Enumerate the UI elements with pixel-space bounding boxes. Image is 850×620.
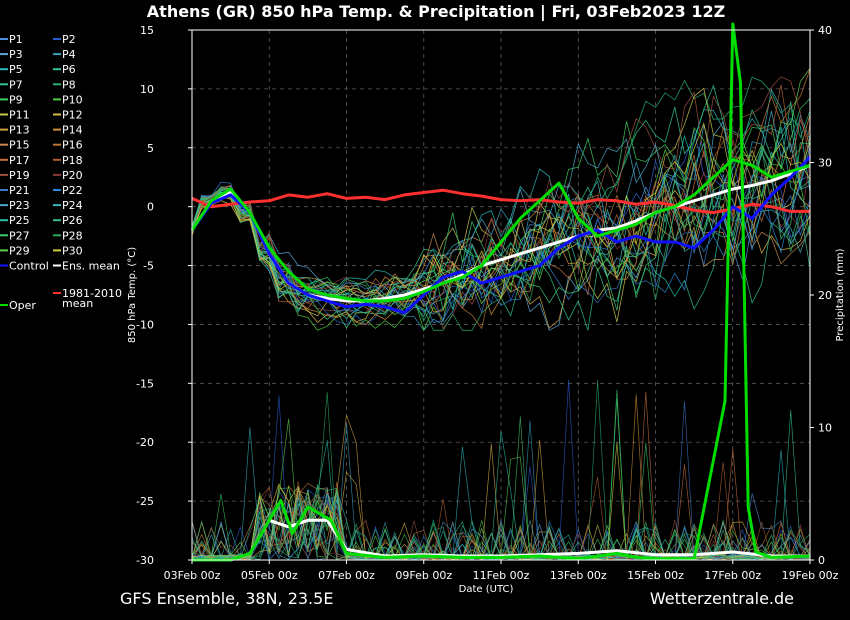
- legend-label-14: P15: [9, 139, 30, 152]
- x-tick-label-6: 15Feb 00z: [627, 569, 684, 582]
- legend-label-20: P21: [9, 184, 30, 197]
- legend-label-7: P8: [62, 78, 76, 91]
- legend: P1 P2 P3 P4 P5 P6 P7 P8 P9 P10 P11 P12 P13 P14 P15 P16 P…: [0, 33, 122, 312]
- x-tick-label-7: 17Feb 00z: [704, 569, 761, 582]
- legend-label-12: P13: [9, 124, 30, 137]
- legend-label-1: P2: [62, 33, 76, 46]
- legend-label-5: P6: [62, 63, 76, 76]
- y-right-tick-label-4: 0: [818, 554, 825, 567]
- legend-label-8: P9: [9, 93, 23, 106]
- legend-label-16: P17: [9, 154, 30, 167]
- ensemble-temp-line-p23: [191, 110, 811, 313]
- series-temp-control: [190, 156, 812, 315]
- y-axis-label-right: Precipitation (mm): [835, 248, 846, 341]
- y-tick-label-5: -10: [136, 318, 154, 331]
- legend-label-29: P30: [62, 244, 83, 257]
- series-lines: [190, 22, 812, 562]
- legend-label-3: P4: [62, 48, 76, 61]
- legend-label-10: P11: [9, 109, 30, 122]
- legend-label-21: P22: [62, 184, 83, 197]
- legend-label-18: P19: [9, 169, 30, 182]
- legend-label-24: P25: [9, 214, 30, 227]
- x-tick-label-5: 13Feb 00z: [550, 569, 607, 582]
- y-tick-label-1: 10: [140, 83, 154, 96]
- y-right-tick-label-3: 10: [818, 422, 832, 435]
- series-temp-oper: [190, 158, 811, 303]
- legend-label-33: 1981-2010: [62, 287, 122, 300]
- series-precip-oper: [192, 22, 811, 562]
- y-tick-label-2: 5: [147, 142, 154, 155]
- y-tick-label-3: 0: [147, 201, 154, 214]
- ensemble-temp-line-p29: [191, 68, 811, 316]
- legend-label-19: P20: [62, 169, 83, 182]
- legend-label-32: Oper: [9, 299, 36, 312]
- x-tick-label-0: 03Feb 00z: [164, 569, 221, 582]
- legend-label-11: P12: [62, 109, 83, 122]
- y-tick-label-8: -25: [136, 495, 154, 508]
- legend-label-23: P24: [62, 199, 83, 212]
- legend-label-15: P16: [62, 139, 83, 152]
- legend-label-27: P28: [62, 229, 83, 242]
- legend-label-6: P7: [9, 78, 23, 91]
- y-right-tick-label-1: 30: [818, 157, 832, 170]
- legend-label-13: P14: [62, 124, 83, 137]
- y-axis-left: 15 10 5 0 -5 -10 -15 -20 -25 -30: [136, 24, 192, 567]
- footer-source: GFS Ensemble, 38N, 23.5E: [120, 589, 333, 608]
- x-tick-label-3: 09Feb 00z: [395, 569, 452, 582]
- x-tick-label-1: 05Feb 00z: [241, 569, 298, 582]
- legend-label-33-b: mean: [62, 297, 93, 310]
- legend-label-31: Ens. mean: [62, 260, 120, 273]
- x-tick-label-2: 07Feb 00z: [318, 569, 375, 582]
- ensemble-temp-line-p24: [191, 180, 811, 313]
- legend-label-25: P26: [62, 214, 83, 227]
- legend-label-4: P5: [9, 63, 23, 76]
- y-tick-label-4: -5: [143, 260, 154, 273]
- y-right-tick-label-2: 20: [818, 289, 832, 302]
- legend-label-2: P3: [9, 48, 23, 61]
- legend-label-17: P18: [62, 154, 83, 167]
- legend-label-0: P1: [9, 33, 23, 46]
- ensemble-temp-line-p22: [191, 145, 811, 323]
- y-tick-label-7: -20: [136, 436, 154, 449]
- y-right-tick-label-0: 40: [818, 24, 832, 37]
- legend-label-30: Control: [9, 260, 49, 273]
- legend-label-22: P23: [9, 199, 30, 212]
- y-tick-label-0: 15: [140, 24, 154, 37]
- ensemble-temp-line-p21: [191, 174, 811, 321]
- footer-site: Wetterzentrale.de: [650, 589, 794, 608]
- x-axis: 03Feb 00z 05Feb 00z 07Feb 00z 09Feb 00z 11Fe…: [164, 560, 839, 582]
- legend-label-9: P10: [62, 93, 83, 106]
- y-axis-right: 40 30 20 10 0: [810, 24, 832, 567]
- x-axis-label: Date (UTC): [459, 584, 514, 595]
- legend-label-26: P27: [9, 229, 30, 242]
- legend-label-28: P29: [9, 244, 30, 257]
- y-tick-label-9: -30: [136, 554, 154, 567]
- series-temp-1981-2010-mean: [191, 188, 810, 215]
- x-tick-label-8: 19Feb 00z: [782, 569, 839, 582]
- ensemble-precip-line-p25: [191, 431, 811, 561]
- x-tick-label-4: 11Feb 00z: [473, 569, 530, 582]
- y-tick-label-6: -15: [136, 377, 154, 390]
- y-axis-label: 850 hPa Temp. (°C): [127, 247, 138, 343]
- chart-title: Athens (GR) 850 hPa Temp. & Precipitatio…: [147, 2, 725, 22]
